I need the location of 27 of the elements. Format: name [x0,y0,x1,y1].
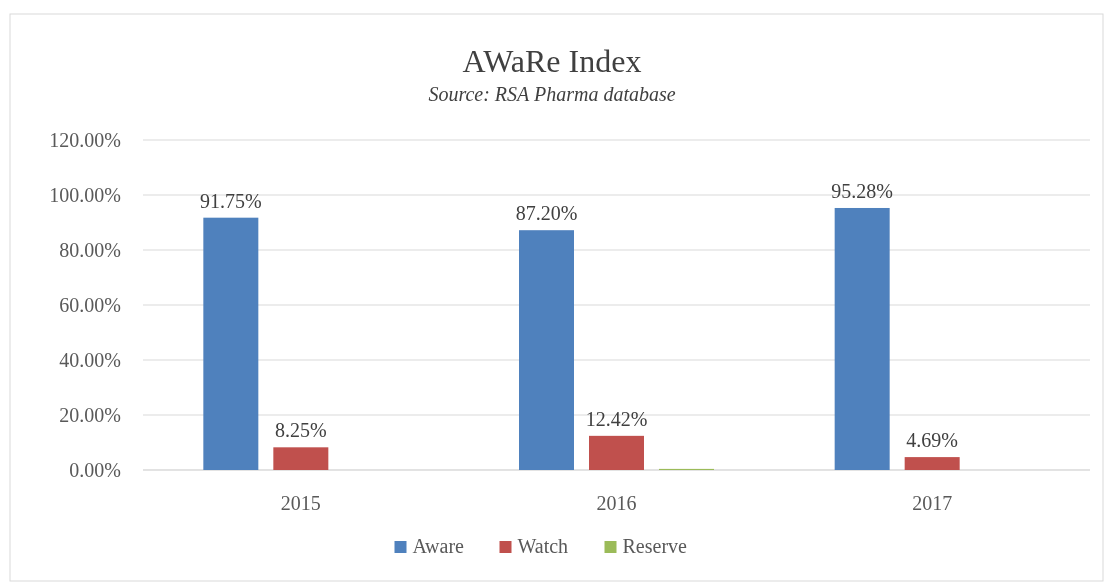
x-tick-label: 2015 [280,492,321,514]
data-label: 8.25% [275,419,327,442]
y-tick-label: 0.00% [69,459,121,481]
y-tick-label: 20.00% [59,404,121,426]
bar [203,217,259,470]
bar [589,435,644,470]
data-label: 91.75% [200,189,262,212]
bar [834,207,890,470]
data-label: 95.28% [831,179,893,202]
y-tick-label: 80.00% [59,239,121,261]
legend-label: Watch [517,535,569,557]
y-tick-label: 120.00% [49,129,121,151]
legend-label: Aware [412,535,465,557]
data-label: 12.42% [585,407,648,430]
data-label: 87.20% [515,202,578,225]
chart-subtitle: Source: RSA Pharma database [428,83,676,105]
bar [273,447,329,470]
x-tick-label: 2017 [912,492,953,514]
bar [519,230,574,470]
y-tick-label: 40.00% [59,349,121,371]
bar [904,457,960,470]
x-tick-label: 2016 [596,492,637,514]
chart-title: AWaRe Index [462,43,642,79]
legend-label: Reserve [622,535,688,557]
data-label: 4.69% [906,429,958,452]
y-tick-label: 100.00% [49,184,121,206]
y-tick-label: 60.00% [59,294,121,316]
